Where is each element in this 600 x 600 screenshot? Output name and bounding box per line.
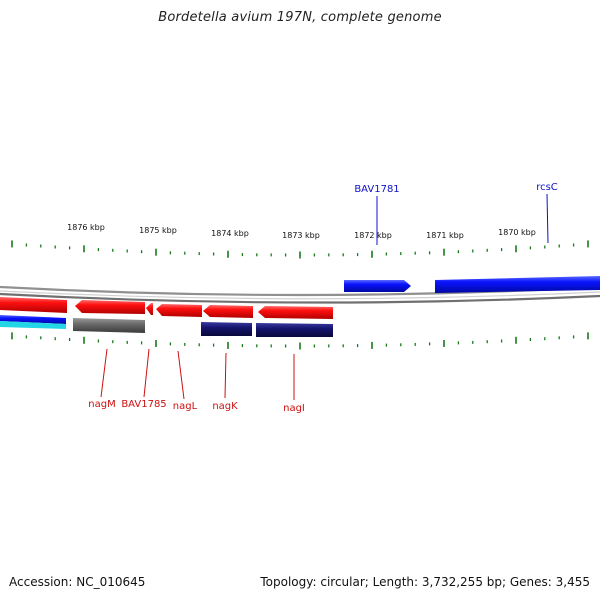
- gene-label-nagK[interactable]: nagK: [212, 401, 238, 412]
- leader-line-nagL: [177, 350, 185, 400]
- gene-rcsC[interactable]: [435, 276, 600, 293]
- map-title: Bordetella avium 197N, complete genome: [158, 10, 442, 25]
- gene-nagK[interactable]: [203, 305, 253, 318]
- kbp-label-1876: 1876 kbp: [67, 223, 105, 232]
- feature-navy-2[interactable]: [256, 323, 333, 337]
- kbp-label-1872: 1872 kbp: [354, 231, 392, 240]
- gene-label-BAV1781[interactable]: BAV1781: [354, 184, 399, 195]
- leader-line-BAV1785: [143, 348, 150, 398]
- gene-label-nagI[interactable]: nagI: [283, 403, 305, 414]
- kbp-label-1874: 1874 kbp: [211, 229, 249, 238]
- gene-label-nagM[interactable]: nagM: [88, 399, 115, 410]
- kbp-label-1873: 1873 kbp: [282, 231, 320, 240]
- backbone-inner: [0, 292, 600, 304]
- kbp-scale: 1876 kbp 1875 kbp 1874 kbp 1873 kbp 1872…: [67, 223, 536, 240]
- gene-BAV1781[interactable]: [344, 280, 411, 292]
- feature-gray[interactable]: [73, 318, 145, 333]
- gene-label-BAV1785[interactable]: BAV1785: [121, 399, 166, 410]
- bottom-tick-row: [11, 332, 589, 350]
- kbp-label-1870: 1870 kbp: [498, 228, 536, 237]
- reverse-gene-labels: nagM BAV1785 nagL nagK nagI: [88, 348, 305, 414]
- leader-line-rcsC: [546, 193, 549, 244]
- gene-BAV1785[interactable]: [146, 303, 153, 315]
- kbp-label-1875: 1875 kbp: [139, 226, 177, 235]
- backbone-highlight: [0, 290, 600, 300]
- left-edge-tracks: [0, 297, 67, 329]
- leader-line-nagM: [100, 348, 108, 398]
- forward-strand-genes: [344, 276, 600, 293]
- genome-stats-label: Topology: circular; Length: 3,732,255 bp…: [260, 575, 590, 589]
- gene-nagI[interactable]: [258, 306, 333, 319]
- accession-label: Accession: NC_010645: [9, 575, 146, 589]
- feature-navy-1[interactable]: [201, 322, 252, 336]
- reverse-strand-genes: [75, 300, 333, 319]
- gene-label-rcsC[interactable]: rcsC: [536, 182, 558, 193]
- gene-label-nagL[interactable]: nagL: [173, 401, 198, 412]
- kbp-label-1871: 1871 kbp: [426, 231, 464, 240]
- leader-line-nagK: [224, 352, 227, 399]
- gene-nagL[interactable]: [156, 304, 202, 317]
- gene-left-red[interactable]: [0, 297, 67, 313]
- gene-left-cyan[interactable]: [0, 321, 66, 329]
- gene-nagM[interactable]: [75, 300, 145, 314]
- reverse-secondary-track: [73, 318, 333, 337]
- forward-gene-labels: BAV1781 rcsC: [354, 182, 558, 245]
- top-tick-row: [11, 240, 589, 259]
